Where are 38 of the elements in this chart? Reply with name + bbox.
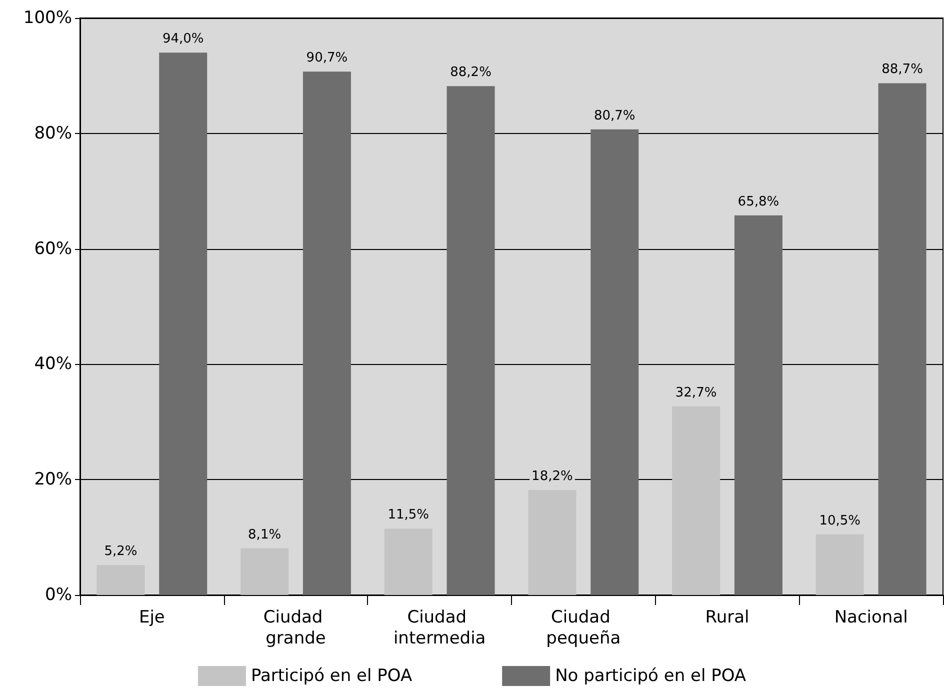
bar (240, 548, 289, 595)
data-label: 90,7% (306, 50, 348, 66)
bar (96, 564, 145, 595)
x-tick-label: Rural (705, 608, 750, 628)
data-label: 88,2% (450, 65, 492, 80)
data-label: 8,1% (248, 527, 282, 542)
x-tick-label: Ciudad intermedia (393, 608, 486, 648)
y-tick-label: 60% (34, 238, 72, 259)
data-label: 32,7% (675, 385, 717, 400)
x-tick-label: Eje (138, 608, 165, 628)
legend-label: Participó en el POA (250, 666, 412, 686)
bar (446, 86, 495, 595)
y-tick-label: 100% (23, 8, 72, 28)
data-label: 18,2% (532, 468, 573, 484)
data-label: 11,5% (388, 508, 430, 523)
x-tick-label: Ciudad pequeña (546, 608, 621, 648)
bar (816, 534, 864, 595)
bar (384, 528, 432, 595)
y-tick-label: 40% (34, 354, 72, 374)
y-tick-label: 20% (34, 470, 72, 490)
data-label: 88,7% (882, 62, 923, 78)
data-label: 10,5% (819, 513, 861, 528)
y-tick-label: 80% (34, 123, 72, 144)
x-tick-label: Nacional (834, 608, 908, 628)
bar (590, 129, 639, 595)
x-tick-label: Ciudad grande (263, 608, 328, 648)
y-tick-label: 0% (45, 585, 72, 605)
legend-label: No participó en el POA (555, 666, 746, 686)
bar (672, 406, 720, 595)
bar (734, 215, 782, 595)
data-label: 80,7% (594, 108, 636, 124)
data-label: 5,2% (104, 544, 138, 559)
bar (302, 72, 351, 595)
bar (159, 52, 208, 595)
bar (528, 490, 576, 595)
bar (878, 83, 926, 595)
data-label: 94,0% (162, 32, 204, 47)
data-label: 65,8% (738, 194, 780, 210)
